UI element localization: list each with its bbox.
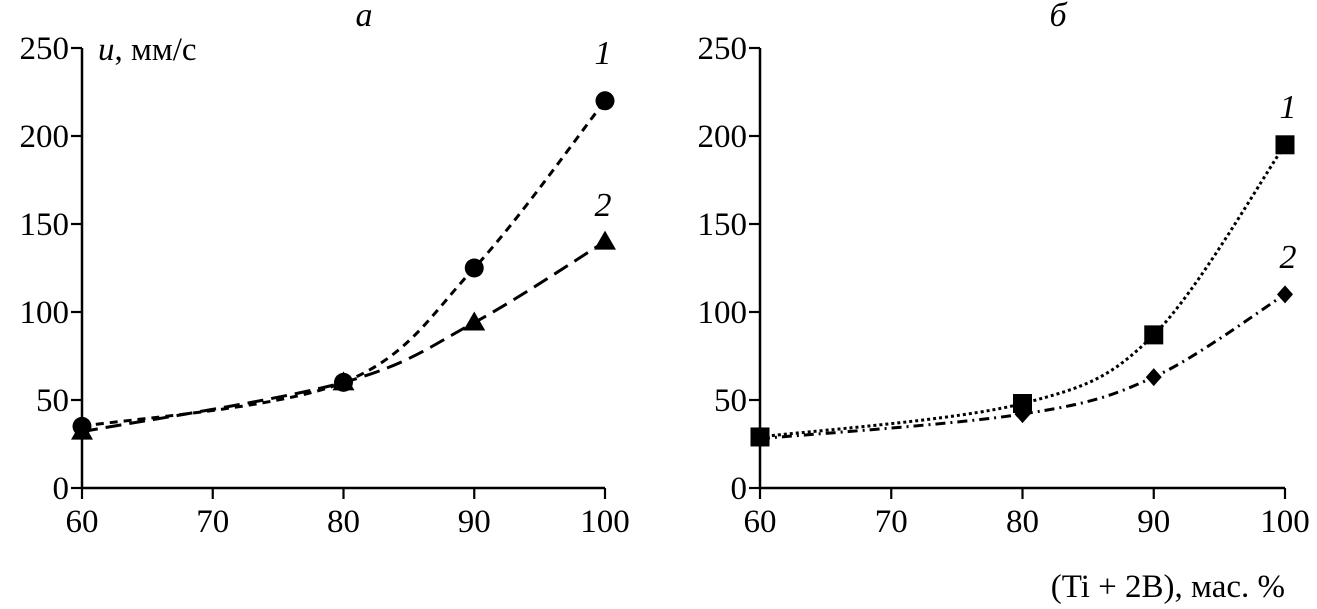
y-axis-label: u, мм/с — [98, 32, 197, 68]
series-1: 1 — [750, 89, 1297, 447]
y-tick-label: 150 — [20, 207, 70, 243]
curve-label: 1 — [1280, 89, 1297, 126]
x-tick-label: 100 — [580, 504, 630, 540]
series-2: 2 — [71, 187, 616, 440]
series-line — [81, 240, 606, 434]
x-tick-label: 70 — [196, 504, 229, 540]
data-point-marker — [332, 371, 355, 391]
y-axis-unit: , мм/с — [115, 32, 197, 68]
x-tick-label: 100 — [1260, 504, 1310, 540]
chart-panel-b: б (Ti + 2B), мас. % 0 50 100 150 200 250 60 70 8… — [698, 0, 1310, 605]
y-tick-label: 100 — [698, 295, 748, 331]
curve-label: 2 — [595, 187, 612, 224]
x-tick-label: 80 — [1006, 504, 1039, 540]
panel-label: а — [356, 0, 373, 34]
data-point-marker — [71, 420, 93, 440]
y-tick-label: 200 — [20, 119, 70, 155]
series-2: 2 — [752, 239, 1297, 448]
curve-label: 2 — [1280, 239, 1297, 276]
y-tick-label: 250 — [20, 31, 70, 67]
panel-label: б — [1049, 0, 1068, 34]
x-tick-label: 60 — [66, 504, 99, 540]
y-tick-label: 250 — [698, 31, 748, 67]
y-tick-label: 100 — [20, 295, 70, 331]
y-tick-label: 150 — [698, 207, 748, 243]
x-tick-label: 60 — [744, 504, 777, 540]
data-point-marker — [463, 311, 486, 331]
y-tick-label: 0 — [53, 471, 70, 507]
y-tick-label: 50 — [36, 383, 69, 419]
x-tick-label: 70 — [875, 504, 908, 540]
y-tick-label: 0 — [731, 471, 748, 507]
y-tick-label: 50 — [714, 383, 747, 419]
data-point-marker — [1144, 325, 1164, 345]
series-line — [81, 99, 607, 428]
axes: 0 50 100 150 200 250 60 70 80 90 100 — [698, 31, 1310, 540]
data-point-marker — [1013, 394, 1032, 414]
data-point-marker — [464, 258, 484, 278]
series-line — [759, 143, 1287, 439]
curve-label: 1 — [595, 35, 612, 72]
data-point-marker — [752, 429, 768, 448]
data-point-marker — [595, 91, 615, 111]
y-tick-label: 200 — [698, 119, 748, 155]
axes: 0 50 100 150 200 250 60 70 80 90 100 — [20, 31, 630, 540]
x-axis-label: (Ti + 2B), мас. % — [1051, 569, 1285, 605]
x-tick-label: 90 — [458, 504, 491, 540]
series-line — [759, 293, 1286, 441]
x-tick-label: 90 — [1137, 504, 1170, 540]
data-point-marker — [594, 230, 616, 250]
x-tick-label: 80 — [327, 504, 360, 540]
data-point-marker — [1145, 368, 1162, 387]
data-point-marker — [1014, 405, 1031, 424]
data-point-marker — [1275, 135, 1295, 155]
chart-panel-a: а u, мм/с 0 50 100 150 200 250 60 70 80 90 100 1 2 — [20, 0, 630, 540]
y-axis-variable: u — [98, 32, 115, 68]
data-point-marker — [1277, 285, 1293, 304]
